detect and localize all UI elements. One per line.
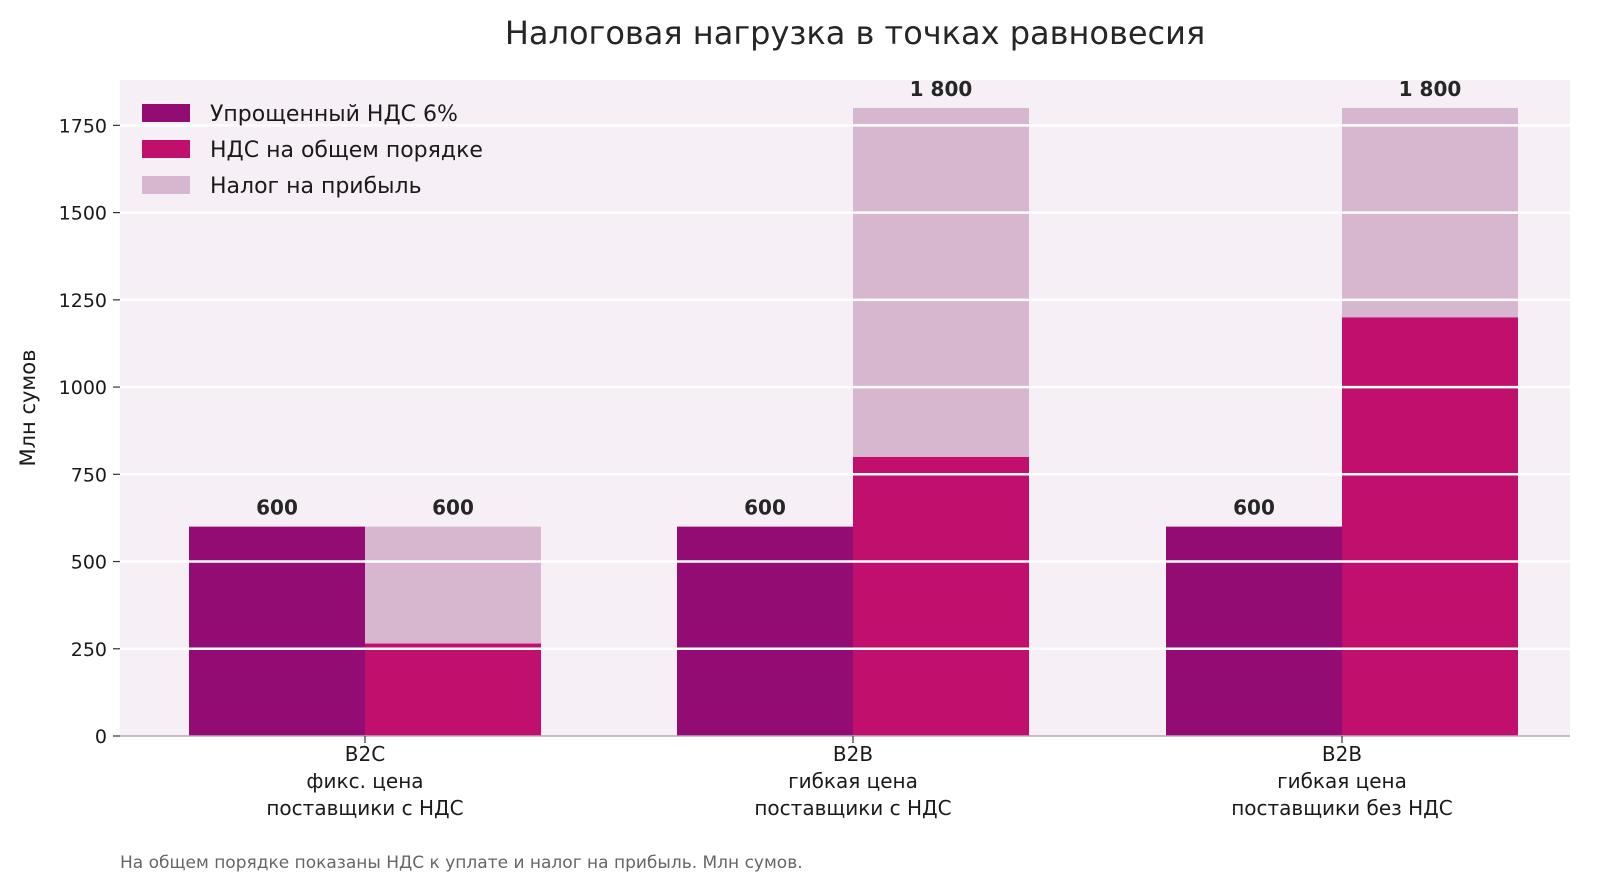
bar-segment-4-0 [1166, 526, 1342, 736]
category-label-2-0: B2B [1322, 742, 1362, 766]
category-label-1-0: B2B [833, 742, 873, 766]
category-label-0-1: фикс. цена [306, 769, 423, 793]
data-label-2: 600 [744, 496, 786, 520]
y-tick-label-6: 1500 [59, 203, 107, 225]
footnote: На общем порядке показаны НДС к уплате и… [120, 853, 803, 873]
data-label-5: 1 800 [1399, 77, 1462, 101]
y-tick-label-0: 0 [95, 726, 107, 748]
legend-label-1: НДС на общем порядке [210, 138, 483, 163]
category-label-1-2: поставщики с НДС [754, 796, 951, 820]
data-label-3: 1 800 [910, 77, 973, 101]
category-label-0-2: поставщики с НДС [266, 796, 463, 820]
legend-swatch-2 [142, 176, 190, 194]
y-tick-label-4: 1000 [59, 377, 107, 399]
category-label-0-0: B2C [345, 742, 385, 766]
data-label-4: 600 [1233, 496, 1275, 520]
bar-segment-1-1 [365, 526, 541, 644]
legend-swatch-0 [142, 104, 190, 122]
bar-segment-3-1 [853, 107, 1029, 457]
y-tick-label-3: 750 [71, 464, 107, 486]
bar-segment-5-0 [1342, 317, 1518, 736]
y-tick-label-2: 500 [71, 552, 107, 574]
legend-swatch-1 [142, 140, 190, 158]
legend-label-0: Упрощенный НДС 6% [210, 102, 458, 127]
legend-label-2: Налог на прибыль [210, 174, 422, 199]
bar-segment-1-0 [365, 643, 541, 736]
category-label-2-2: поставщики без НДС [1231, 796, 1453, 820]
y-tick-label-5: 1250 [59, 290, 107, 312]
category-label-1-1: гибкая цена [788, 769, 918, 793]
chart-title: Налоговая нагрузка в точках равновесия [505, 14, 1205, 52]
bar-segment-0-0 [189, 526, 365, 736]
data-label-0: 600 [256, 496, 298, 520]
data-label-1: 600 [432, 496, 474, 520]
category-label-2-1: гибкая цена [1277, 769, 1407, 793]
y-tick-label-1: 250 [71, 639, 107, 661]
bar-segment-3-0 [853, 456, 1029, 736]
y-axis-label: Млн сумов [16, 350, 40, 467]
bar-segment-2-0 [677, 526, 853, 736]
y-tick-label-7: 1750 [59, 115, 107, 137]
